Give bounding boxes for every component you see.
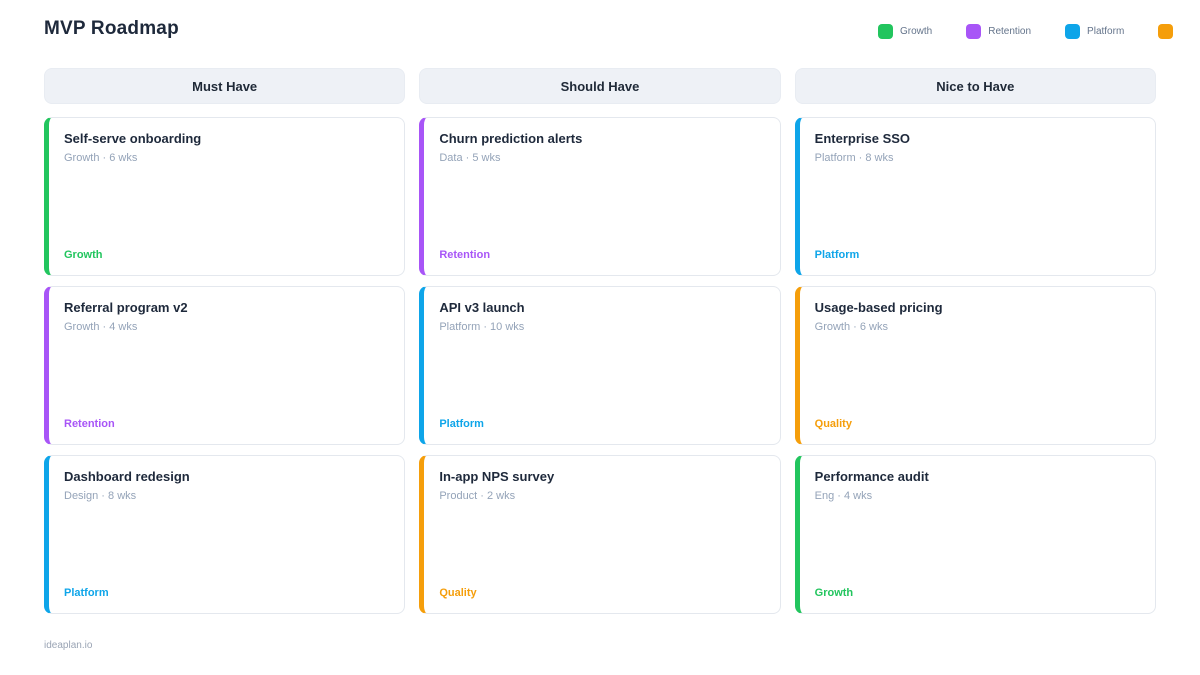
roadmap-page: MVP Roadmap Growth Retention Platform Mu… [44, 18, 1174, 651]
card-tag: Growth [814, 587, 854, 599]
card-tag: Platform [64, 587, 109, 599]
card-tag: Growth [64, 249, 103, 261]
card-title: Churn prediction alerts [439, 131, 583, 146]
roadmap-card[interactable]: Performance audit Eng · 4 wks Growth [794, 455, 1156, 614]
card-meta: Growth · 4 wks [64, 321, 138, 333]
footer-brand: ideaplan.io [44, 640, 93, 651]
card-meta: Growth · 6 wks [814, 321, 889, 333]
roadmap-card[interactable]: Churn prediction alerts Data · 5 wks Ret… [419, 117, 781, 276]
roadmap-card[interactable]: Dashboard redesign Design · 8 wks Platfo… [44, 455, 406, 614]
roadmap-board: Must Have Self-serve onboarding Growth ·… [44, 68, 1156, 614]
legend: Growth Retention Platform [878, 24, 1174, 39]
legend-color-swatch [1158, 24, 1174, 39]
card-meta: Product · 2 wks [439, 490, 516, 502]
column-cards: Self-serve onboarding Growth · 6 wks Gro… [44, 117, 406, 614]
card-tag: Retention [439, 249, 491, 261]
roadmap-card[interactable]: Enterprise SSO Platform · 8 wks Platform [794, 117, 1156, 276]
column-cards: Churn prediction alerts Data · 5 wks Ret… [419, 117, 781, 614]
legend-color-swatch [1065, 24, 1081, 39]
roadmap-card[interactable]: Usage-based pricing Growth · 6 wks Quali… [794, 286, 1156, 445]
legend-item-4 [1158, 24, 1174, 39]
legend-item-label: Platform [1087, 26, 1125, 37]
card-meta: Design · 8 wks [64, 490, 137, 502]
card-title: API v3 launch [439, 300, 525, 315]
card-meta: Eng · 4 wks [814, 490, 873, 502]
card-title: Usage-based pricing [814, 300, 943, 315]
column-cards: Enterprise SSO Platform · 8 wks Platform… [794, 117, 1156, 614]
column-header: Nice to Have [794, 68, 1156, 104]
roadmap-card[interactable]: API v3 launch Platform · 10 wks Platform [419, 286, 781, 445]
card-tag: Retention [64, 418, 115, 430]
card-title: Self-serve onboarding [64, 131, 202, 146]
card-title: Enterprise SSO [814, 131, 911, 146]
column-header: Should Have [419, 68, 781, 104]
card-title: Performance audit [814, 469, 929, 484]
card-title: Referral program v2 [64, 300, 188, 315]
card-title: Dashboard redesign [64, 469, 190, 484]
roadmap-card[interactable]: In-app NPS survey Product · 2 wks Qualit… [419, 455, 781, 614]
legend-item-label: Retention [988, 26, 1032, 37]
card-tag: Quality [814, 418, 852, 430]
card-tag: Platform [814, 249, 860, 261]
board-column: Should Have Churn prediction alerts Data… [419, 68, 781, 614]
card-meta: Data · 5 wks [439, 152, 501, 164]
legend-item-2: Retention [966, 24, 1031, 39]
legend-color-swatch [966, 24, 982, 39]
card-meta: Platform · 10 wks [439, 321, 525, 333]
board-column: Nice to Have Enterprise SSO Platform · 8… [794, 68, 1156, 614]
roadmap-card[interactable]: Referral program v2 Growth · 4 wks Reten… [44, 286, 406, 445]
card-tag: Platform [439, 418, 484, 430]
legend-color-swatch [878, 24, 893, 39]
legend-item-3: Platform [1065, 24, 1124, 39]
legend-item-label: Growth [900, 26, 933, 37]
legend-item-1: Growth [878, 24, 932, 39]
card-meta: Platform · 8 wks [814, 152, 894, 164]
page-title: MVP Roadmap [44, 18, 179, 39]
column-header: Must Have [44, 68, 406, 104]
card-meta: Growth · 6 wks [64, 152, 138, 164]
roadmap-card[interactable]: Self-serve onboarding Growth · 6 wks Gro… [44, 117, 406, 276]
card-tag: Quality [439, 587, 477, 599]
card-title: In-app NPS survey [439, 469, 555, 484]
board-column: Must Have Self-serve onboarding Growth ·… [44, 68, 406, 614]
